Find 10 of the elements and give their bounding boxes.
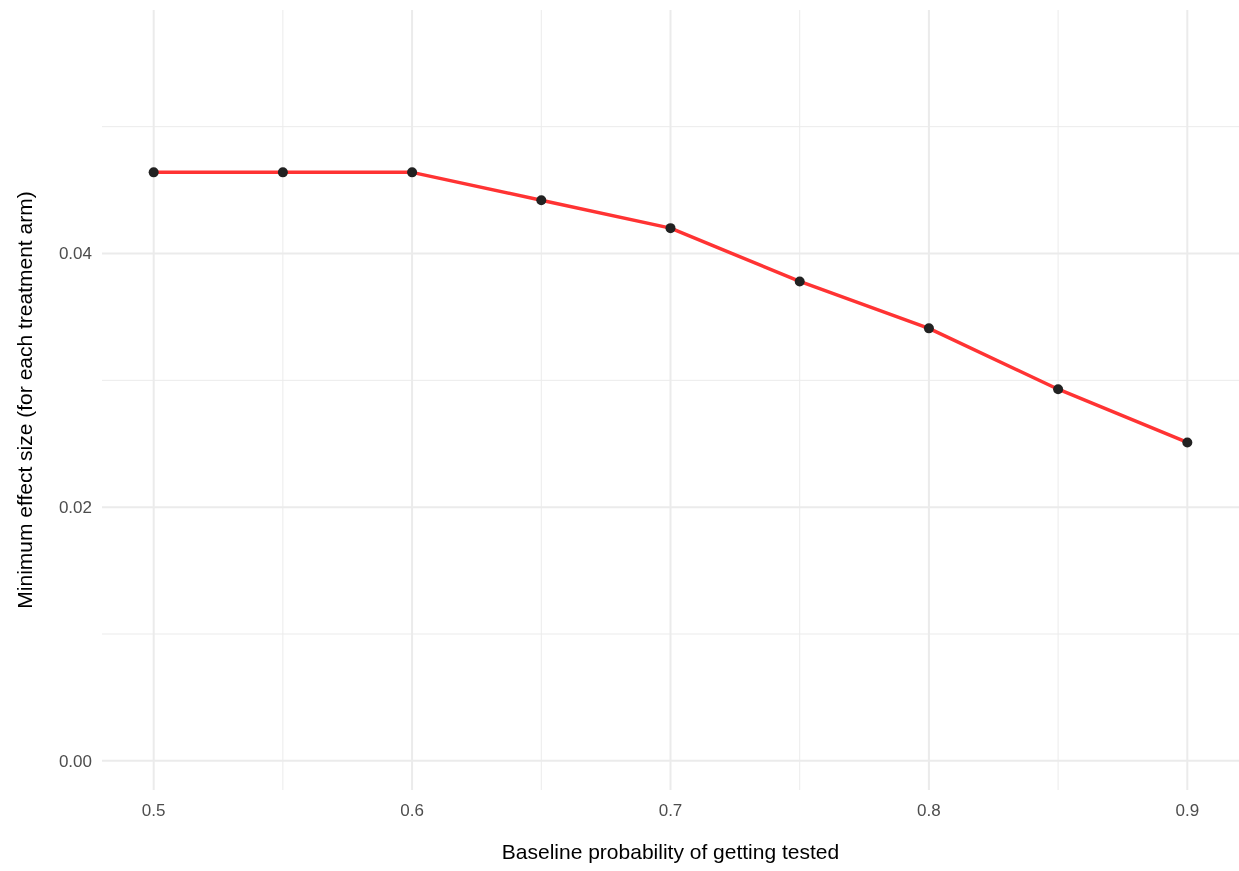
y-tick-label: 0.04	[58, 244, 92, 264]
x-tick-label: 0.9	[1175, 801, 1200, 820]
x-tick-label: 0.5	[141, 801, 166, 820]
y-axis-title: Minimum effect size (for each treatment arm)	[13, 191, 36, 609]
y-tick-label: 0.00	[58, 751, 92, 771]
x-axis-title: Baseline probability of getting tested	[501, 840, 840, 863]
x-tick-label: 0.6	[400, 801, 424, 820]
x-tick-label: 0.7	[658, 801, 683, 820]
y-tick-label: 0.02	[58, 498, 92, 518]
x-tick-label: 0.8	[917, 801, 941, 820]
